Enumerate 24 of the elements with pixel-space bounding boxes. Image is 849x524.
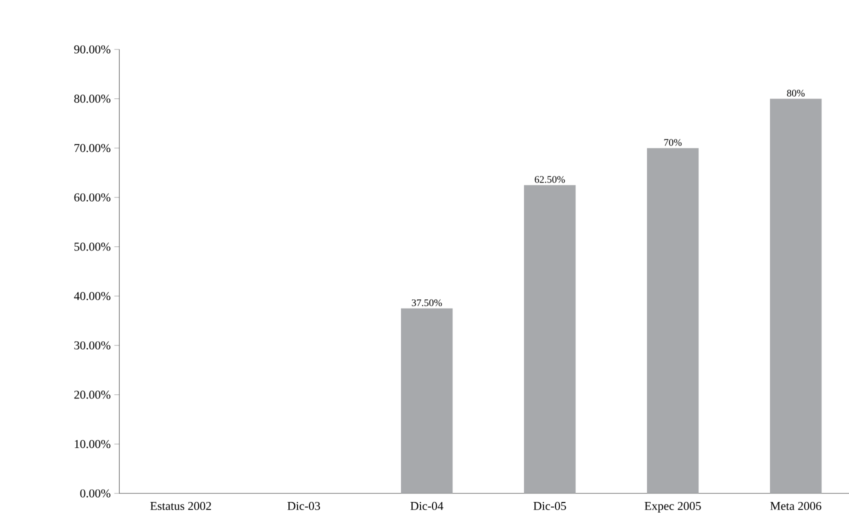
x-tick-label: Dic-04 [410,502,444,510]
bar [524,185,576,494]
data-label: 62.50% [534,176,565,183]
x-tick-label: Expec 2005 [644,502,701,512]
y-tick-label: 80.00% [74,94,110,103]
x-tick-label: Estatus 2002 [150,502,211,510]
y-tick-label: 40.00% [74,292,110,300]
data-label: 37.50% [412,299,442,306]
y-tick-label: 0.00% [80,489,110,498]
y-tick-label: 90.00% [74,45,110,54]
y-tick-label: 60.00% [74,193,110,202]
x-tick-label: Dic-03 [288,502,320,510]
y-tick-label: 50.00% [74,242,110,251]
y-tick-label: 30.00% [74,341,110,350]
data-label: 70% [664,139,682,146]
bar [646,148,699,494]
bar [770,98,822,494]
data-label: 80% [787,90,805,97]
y-tick-label: 70.00% [74,144,110,152]
bar [400,308,453,494]
x-tick-label: Meta 2006 [770,502,822,510]
y-tick-label: 20.00% [74,390,110,399]
x-tick-label: Dic-05 [533,502,566,510]
y-tick-label: 10.00% [74,440,110,448]
